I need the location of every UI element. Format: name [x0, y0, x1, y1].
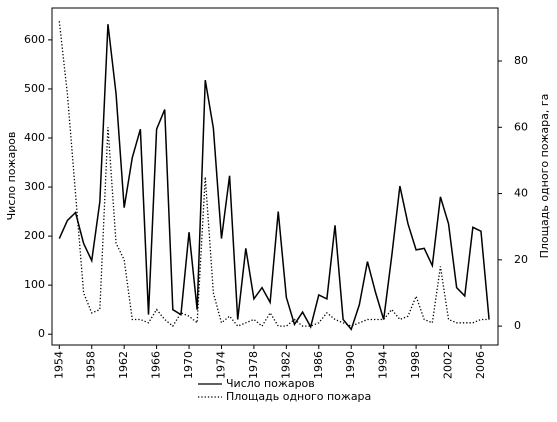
x-tick-label: 2002 [442, 351, 455, 379]
x-tick-label: 1970 [182, 351, 195, 379]
x-tick-label: 1998 [409, 351, 422, 379]
y2-tick-label: 60 [514, 120, 528, 133]
y-tick-label: 200 [24, 229, 45, 242]
x-tick-label: 2006 [474, 351, 487, 379]
y-tick-label: 500 [24, 82, 45, 95]
x-tick-label: 1994 [377, 351, 390, 379]
y2-tick-label: 0 [514, 319, 521, 332]
y2-axis-label: Площадь одного пожара, га [538, 94, 551, 259]
y-tick-label: 0 [38, 327, 45, 340]
x-tick-label: 1962 [117, 351, 130, 379]
x-tick-label: 1986 [312, 351, 325, 379]
plot-frame [51, 7, 499, 346]
y2-tick-label: 80 [514, 54, 528, 67]
legend-label: Число пожаров [226, 377, 315, 390]
x-tick-label: 1958 [85, 351, 98, 379]
x-tick-label: 1974 [214, 351, 227, 379]
x-tick-label: 1990 [344, 351, 357, 379]
series-line [58, 24, 490, 331]
y-tick-label: 600 [24, 33, 45, 46]
series-line [58, 21, 490, 328]
y-tick-label: 300 [24, 180, 45, 193]
y2-tick-label: 40 [514, 187, 528, 200]
x-tick-label: 1978 [247, 351, 260, 379]
y-tick-label: 100 [24, 278, 45, 291]
y2-tick-label: 20 [514, 253, 528, 266]
x-tick-label: 1982 [279, 351, 292, 379]
y-axis-label: Число пожаров [5, 132, 18, 221]
y-tick-label: 400 [24, 131, 45, 144]
x-tick-label: 1954 [52, 351, 65, 379]
legend-label: Площадь одного пожара [226, 390, 371, 403]
x-tick-label: 1966 [150, 351, 163, 379]
